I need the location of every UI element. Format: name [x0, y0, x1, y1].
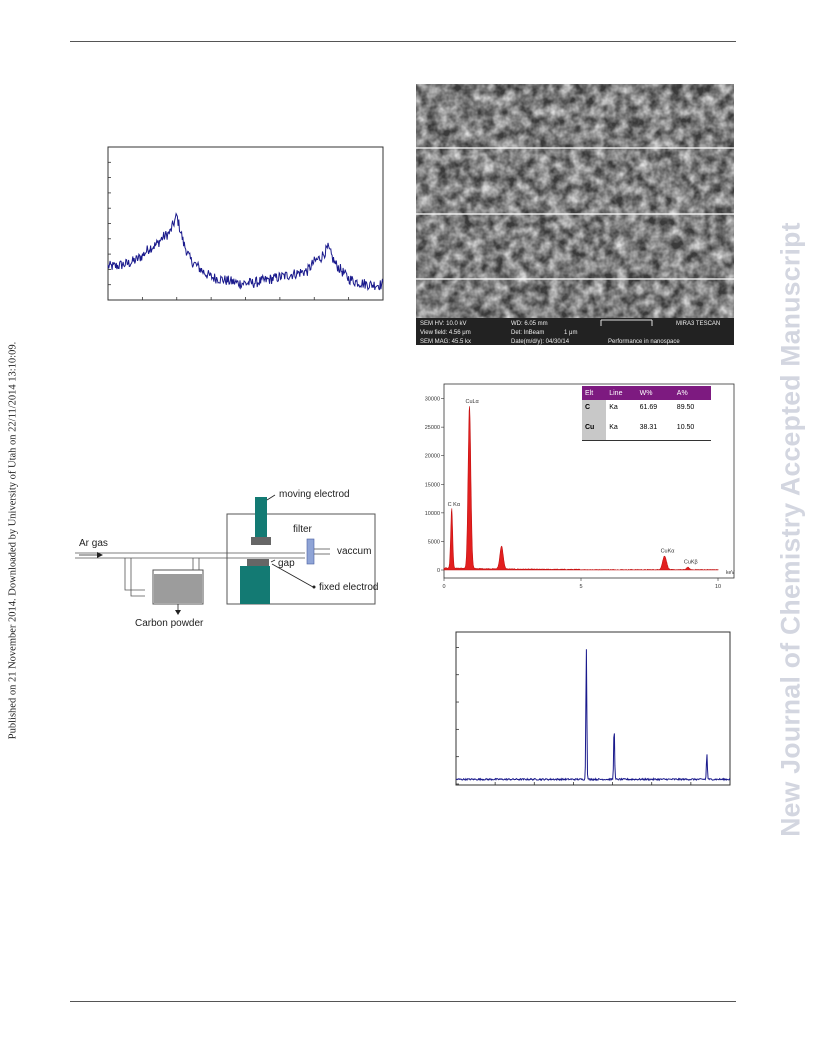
raman-plot-frame	[107, 146, 384, 301]
eds-x-tick-label: 10	[715, 584, 721, 590]
eds-x-ticks: 0 5 10	[442, 578, 721, 590]
table-cell: Cu	[582, 414, 607, 441]
filter-label: filter	[293, 524, 313, 535]
eds-x-tick-label: 5	[579, 584, 582, 590]
table-row: Cu Ka 38.31 10.50	[582, 414, 711, 441]
table-cell: C	[582, 400, 607, 414]
filter-element	[306, 538, 315, 565]
eds-y-tick-label: 25000	[425, 425, 440, 431]
sem-info-bar	[416, 318, 734, 345]
xrd-chart	[455, 631, 731, 786]
raman-y-ticks	[108, 146, 111, 301]
sem-footer: Performance in nanospace	[608, 339, 680, 345]
fixed-electrode-label: fixed electrod	[319, 582, 378, 593]
eds-spectrum-area	[443, 406, 719, 571]
table-header-cell: A%	[673, 386, 711, 400]
moving-electrode	[255, 497, 267, 537]
eds-composition-table: Elt Line W% A% C Ka 61.69 89.50 Cu Ka 38…	[582, 386, 711, 441]
eds-peak-label: CuLα	[465, 399, 479, 405]
eds-x-tick-label: 0	[442, 584, 445, 590]
sem-texture: SEM HV: 10.0 kV View field: 4.56 μm SEM …	[416, 84, 734, 345]
vacuum-label: vaccum	[337, 546, 371, 557]
raman-chart	[107, 146, 384, 301]
publication-note: Published on 21 November 2014. Downloade…	[7, 341, 19, 740]
table-header-row: Elt Line W% A%	[582, 386, 711, 400]
sem-date: Date(m/d/y): 04/30/14	[511, 339, 570, 345]
header-rule	[70, 41, 736, 42]
carbon-powder-label: Carbon powder	[135, 618, 204, 629]
table-header-cell: W%	[636, 386, 674, 400]
table-cell: 89.50	[676, 403, 695, 411]
carbon-powder	[154, 574, 202, 603]
sem-mag: SEM MAG: 45.5 kx	[420, 339, 471, 345]
eds-y-tick-label: 0	[437, 568, 440, 574]
fixed-electrode	[240, 566, 270, 604]
sem-detector: Det: InBeam	[511, 330, 544, 336]
eds-peak-labels: C Kα CuLα CuKα CuKβ	[448, 399, 698, 566]
xrd-x-ticks	[455, 782, 731, 785]
table-cell: Ka	[609, 423, 618, 431]
eds-peak-label: CuKα	[661, 548, 676, 554]
xrd-plot-frame	[455, 631, 731, 786]
table-header-cell: Line	[606, 386, 637, 400]
footer-rule	[70, 1001, 736, 1002]
table-row: C Ka 61.69 89.50	[582, 400, 711, 414]
sem-view-field: View field: 4.56 μm	[420, 330, 471, 336]
table-header-cell: Elt	[582, 386, 607, 400]
eds-peak-label: C Kα	[448, 502, 461, 508]
sem-image: SEM HV: 10.0 kV View field: 4.56 μm SEM …	[416, 84, 734, 345]
moving-electrode-label: moving electrod	[279, 489, 350, 500]
table-cell: 10.50	[676, 423, 695, 431]
raman-x-ticks	[107, 297, 384, 300]
table-cell: 38.31	[639, 423, 658, 431]
gap-label: gap	[278, 558, 295, 569]
journal-watermark: New Journal of Chemistry Accepted Manusc…	[775, 222, 806, 837]
eds-y-tick-label: 15000	[425, 482, 440, 488]
eds-y-tick-label: 5000	[428, 539, 440, 545]
sem-brand: MIRA3 TESCAN	[676, 321, 720, 327]
table-cell: Ka	[609, 403, 618, 411]
xrd-y-ticks	[456, 646, 459, 785]
sem-hv: SEM HV: 10.0 kV	[420, 321, 466, 327]
ar-gas-label: Ar gas	[79, 538, 108, 549]
eds-x-unit: keV	[726, 570, 735, 576]
eds-y-tick-label: 30000	[425, 397, 440, 403]
eds-y-tick-label: 20000	[425, 454, 440, 460]
eds-y-tick-label: 10000	[425, 511, 440, 517]
apparatus-diagram: Ar gas Carbon powder moving electrod gap…	[75, 489, 378, 629]
xrd-series-line	[456, 649, 731, 782]
eds-peak-label: CuKβ	[684, 560, 698, 566]
table-cell: 61.69	[639, 403, 658, 411]
eds-y-ticks: 0 5000 10000 15000 20000 25000 30000	[425, 397, 444, 574]
sem-wd: WD: 6.05 mm	[511, 321, 548, 327]
sem-scale-label: 1 μm	[564, 330, 577, 336]
raman-series-line	[107, 212, 384, 292]
